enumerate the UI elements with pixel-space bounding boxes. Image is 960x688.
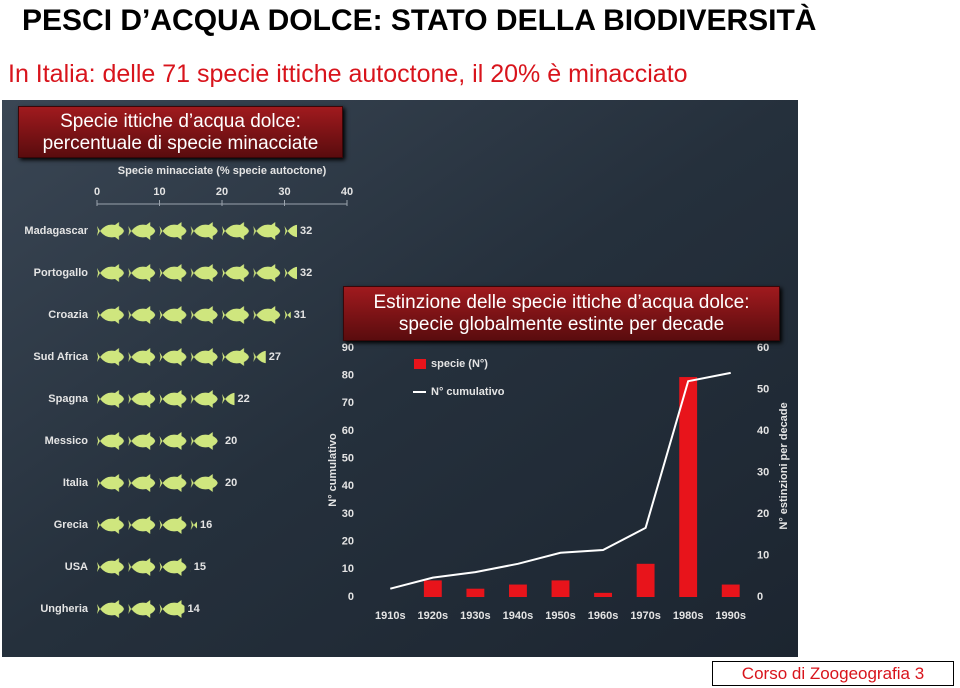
bar: [466, 588, 485, 597]
legend-swatch: [414, 359, 426, 369]
y-axis-title: N° cumulativo: [327, 433, 339, 507]
data-label: 27: [269, 351, 281, 363]
bar: [97, 347, 266, 367]
chart-title: Specie ittiche d’acqua dolce: percentual…: [18, 106, 343, 158]
bar: [97, 263, 297, 283]
y2-axis-title: N° estinzioni per decade: [778, 402, 790, 529]
bar: [97, 557, 191, 577]
y2-tick-label: 50: [757, 383, 769, 395]
y-tick-label: USA: [65, 561, 88, 573]
x-tick-label: 1940s: [503, 610, 534, 622]
x-tick-label: 1920s: [418, 610, 449, 622]
bar: [594, 592, 612, 597]
bar: [97, 389, 235, 409]
data-label: 16: [200, 519, 212, 531]
y-tick-label: Sud Africa: [33, 351, 88, 363]
bar: [97, 305, 291, 325]
bar: [97, 221, 297, 241]
chart-title: Estinzione delle specie ittiche d’acqua …: [343, 286, 780, 341]
slide-title: PESCI D’ACQUA DOLCE: STATO DELLA BIODIVE…: [22, 4, 817, 37]
bar: [509, 584, 527, 597]
y-tick-label: 60: [342, 425, 354, 437]
x-tick-label: 1910s: [375, 610, 406, 622]
y2-tick-label: 10: [757, 549, 769, 561]
data-label: 14: [188, 603, 201, 615]
y-tick-label: Ungheria: [40, 603, 89, 615]
y-tick-label: 10: [342, 563, 354, 575]
bar: [97, 431, 222, 451]
y2-tick-label: 40: [757, 425, 769, 437]
y-tick-label: Madagascar: [24, 225, 88, 237]
data-label: 15: [194, 561, 206, 573]
y-tick-label: 50: [342, 453, 354, 465]
x-axis-title: Specie minacciate (% specie autoctone): [118, 165, 327, 177]
footer: Corso di Zoogeografia 3: [712, 661, 954, 686]
x-tick-label: 20: [216, 186, 228, 198]
y-tick-label: Croazia: [48, 309, 89, 321]
y-tick-label: Messico: [45, 435, 89, 447]
bar: [679, 377, 698, 597]
bar: [97, 473, 222, 493]
bar: [97, 599, 185, 619]
y2-tick-label: 20: [757, 508, 769, 520]
bar: [423, 580, 442, 597]
x-tick-label: 1930s: [460, 610, 491, 622]
data-label: 32: [300, 225, 312, 237]
x-tick-label: 10: [153, 186, 165, 198]
bar: [551, 580, 570, 597]
x-tick-label: 30: [278, 186, 290, 198]
y-tick-label: Grecia: [54, 519, 89, 531]
y-tick-label: 90: [342, 342, 354, 354]
x-tick-label: 1980s: [673, 610, 704, 622]
data-label: 31: [294, 309, 306, 321]
bar: [721, 584, 740, 597]
y2-tick-label: 60: [757, 342, 769, 354]
legend-label: N° cumulativo: [431, 386, 505, 398]
y-tick-label: Portogallo: [34, 267, 89, 279]
data-label: 22: [238, 393, 250, 405]
line: [390, 371, 731, 590]
x-tick-label: 1990s: [715, 610, 746, 622]
x-tick-label: 1960s: [588, 610, 619, 622]
y-tick-label: 20: [342, 536, 354, 548]
y2-tick-label: 30: [757, 466, 769, 478]
x-tick-label: 1970s: [630, 610, 661, 622]
y-tick-label: Italia: [63, 477, 89, 489]
y-tick-label: Spagna: [48, 393, 89, 405]
x-tick-label: 40: [341, 186, 353, 198]
y-tick-label: 0: [348, 591, 354, 603]
bar: [636, 563, 655, 597]
y-tick-label: 80: [342, 370, 354, 382]
y-tick-label: 30: [342, 508, 354, 520]
y-tick-label: 40: [342, 480, 354, 492]
data-label: 20: [225, 477, 237, 489]
data-label: 20: [225, 435, 237, 447]
y2-tick-label: 0: [757, 591, 763, 603]
x-tick-label: 1950s: [545, 610, 576, 622]
legend-label: specie (N°): [431, 358, 488, 370]
slide-subtitle: In Italia: delle 71 specie ittiche autoc…: [8, 60, 688, 88]
data-label: 32: [300, 267, 312, 279]
y-tick-label: 70: [342, 397, 354, 409]
bar: [97, 515, 197, 535]
x-tick-label: 0: [94, 186, 100, 198]
